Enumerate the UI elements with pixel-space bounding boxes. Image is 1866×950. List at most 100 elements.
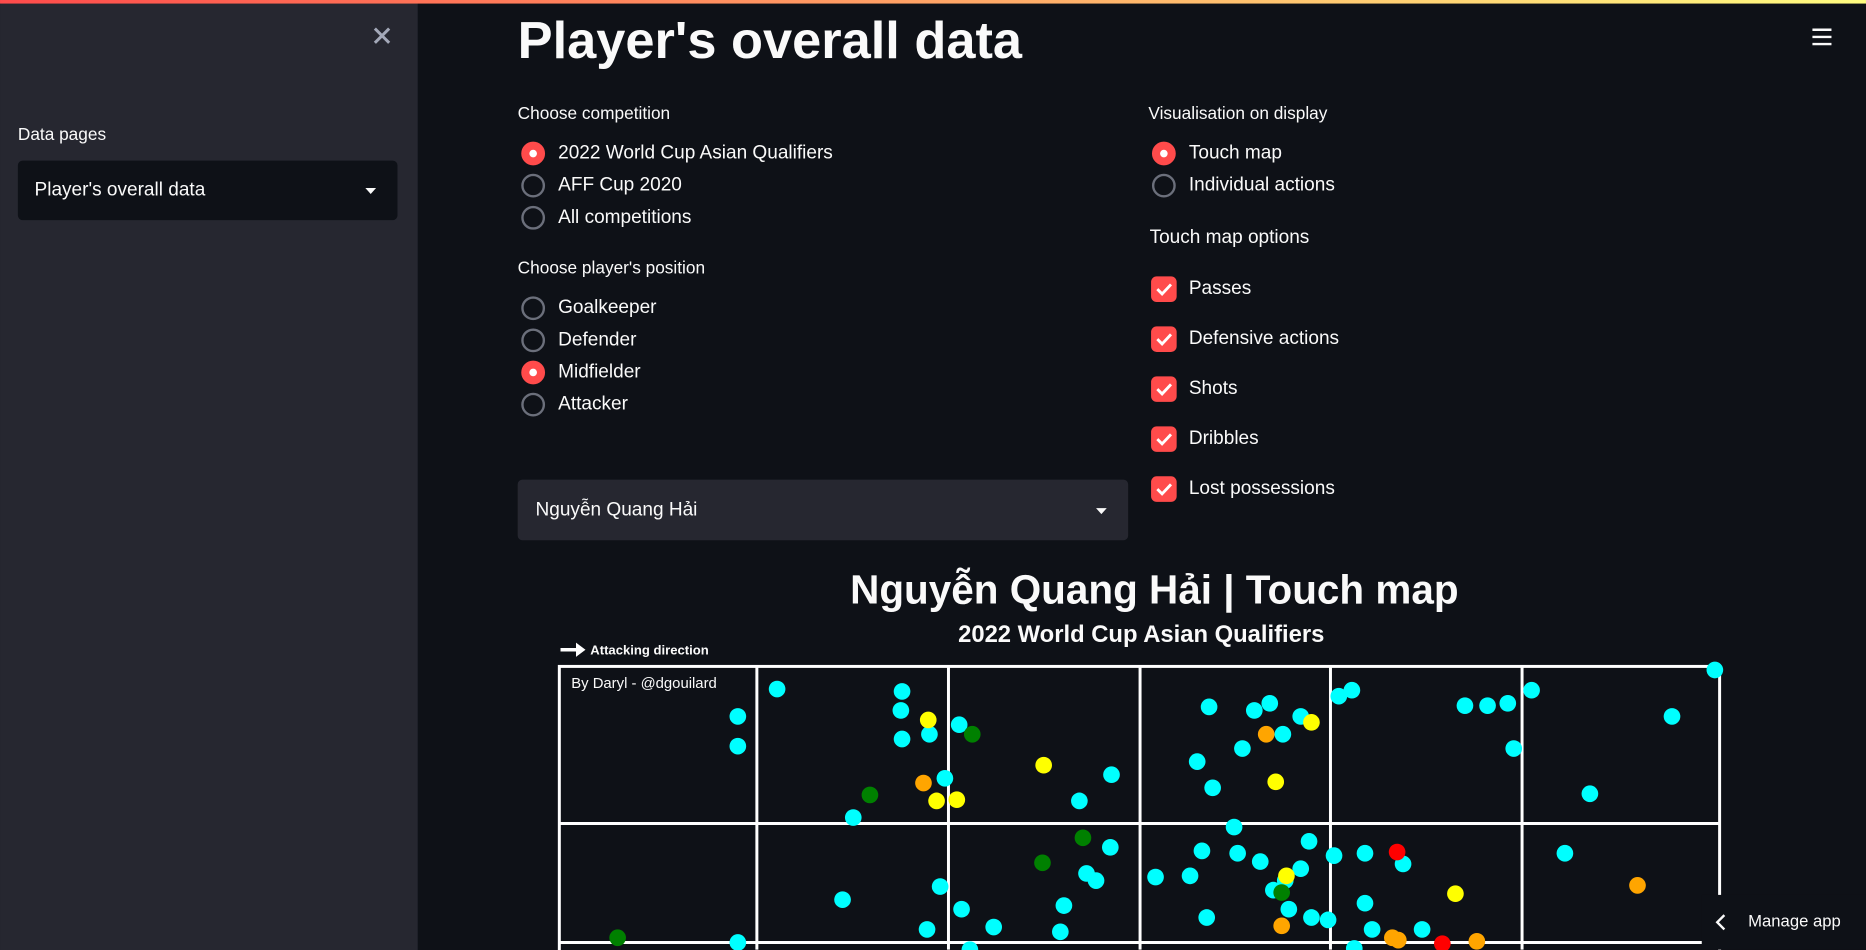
- touch-dot: [1343, 681, 1361, 699]
- radio-label: Midfielder: [558, 362, 641, 383]
- touch-dot: [921, 725, 938, 743]
- touch-dot: [1251, 853, 1269, 870]
- top-decoration: [0, 0, 1866, 4]
- radio-label: 2022 World Cup Asian Qualifiers: [558, 143, 833, 164]
- touch-dot: [1388, 843, 1406, 861]
- radio-dot: [529, 149, 537, 158]
- chart-credit: By Daryl - @dgouilard: [571, 676, 717, 692]
- touch-dot: [1325, 847, 1343, 864]
- radio[interactable]: [521, 173, 546, 198]
- checkbox-label: Defensive actions: [1189, 328, 1339, 349]
- checkbox[interactable]: [1151, 326, 1177, 352]
- radio-label: Attacker: [558, 394, 628, 415]
- touch-dot: [1261, 694, 1279, 712]
- close-sidebar[interactable]: [373, 27, 391, 44]
- touch-dot: [1479, 697, 1496, 715]
- touch-dot: [1101, 838, 1119, 856]
- chart-subtitle: 2022 World Cup Asian Qualifiers: [958, 621, 1324, 648]
- touch-dot: [609, 929, 626, 947]
- touch-dot: [1204, 779, 1221, 797]
- touch-dot: [893, 683, 911, 700]
- checkbox[interactable]: [1151, 476, 1177, 502]
- chart-title: Nguyễn Quang Hải | Touch map: [850, 566, 1458, 612]
- radio-label: Individual actions: [1189, 175, 1335, 196]
- checkbox[interactable]: [1151, 376, 1177, 402]
- radio-label: Touch map: [1189, 143, 1282, 164]
- radio-label: All competitions: [558, 207, 691, 228]
- sidebar-label: Data pages: [18, 124, 106, 144]
- touch-dot: [1188, 753, 1206, 770]
- touch-dot: [1035, 756, 1053, 774]
- touch-dot: [1303, 909, 1320, 926]
- touch-dot: [1055, 897, 1073, 914]
- checkbox[interactable]: [1151, 276, 1177, 302]
- touch-dot: [1300, 833, 1318, 850]
- touch-dot: [948, 791, 966, 809]
- touch-dot: [1303, 714, 1320, 731]
- touch-dot: [1706, 661, 1724, 679]
- touch-dot: [1278, 867, 1295, 885]
- direction-label: Attacking direction: [590, 642, 708, 657]
- controls: Choose competition 2022 World Cup Asian Q…: [518, 103, 1339, 502]
- touch-dot: [892, 702, 910, 719]
- touch-dot: [1319, 911, 1337, 929]
- touch-dot: [1052, 923, 1069, 941]
- radio[interactable]: [521, 296, 546, 321]
- touch-dot: [1267, 773, 1285, 791]
- checkbox[interactable]: [1151, 426, 1177, 452]
- radio-label: Goalkeeper: [558, 297, 657, 318]
- touch-dot: [1330, 687, 1348, 705]
- checkmark: [1156, 433, 1173, 446]
- checkbox-label: Shots: [1189, 378, 1238, 399]
- touch-dot: [1629, 877, 1646, 894]
- touch-dot: [1292, 860, 1310, 878]
- page-select-value: Player's overall data: [35, 179, 206, 200]
- touch-dot: [915, 774, 932, 792]
- touch-dot: [834, 891, 851, 908]
- touch-dot: [1034, 854, 1051, 872]
- radio[interactable]: [1151, 173, 1176, 198]
- menu-button[interactable]: [1812, 28, 1832, 46]
- touch-dot: [1245, 702, 1263, 719]
- checkmark: [1156, 483, 1173, 496]
- touch-dot: [1663, 708, 1681, 725]
- touch-dot: [1581, 785, 1599, 803]
- touch-dot: [861, 786, 879, 804]
- manage-app[interactable]: [1701, 894, 1866, 950]
- touch-dot: [1273, 884, 1291, 901]
- touch-dot: [931, 878, 949, 895]
- touch-dot: [936, 769, 954, 787]
- touch-map: Nguyễn Quang Hải | Touch map 2022 World …: [557, 566, 1724, 950]
- radio[interactable]: [521, 205, 546, 230]
- touch-dot: [1523, 681, 1540, 699]
- radio[interactable]: [521, 328, 546, 353]
- touch-dot: [1389, 931, 1407, 949]
- radio-label: AFF Cup 2020: [558, 175, 682, 196]
- checkmark: [1156, 333, 1173, 346]
- touch-dot: [1071, 792, 1088, 810]
- touch-dot: [1413, 921, 1431, 938]
- touch-dot: [985, 918, 1003, 936]
- radio-label: Defender: [558, 329, 637, 350]
- touch-dot: [1103, 766, 1120, 784]
- radio[interactable]: [521, 392, 546, 417]
- touch-dot: [1087, 872, 1105, 889]
- checkmark: [1156, 383, 1173, 396]
- page-select[interactable]: [17, 160, 398, 221]
- touch-dot: [844, 809, 862, 826]
- checkbox-label: Dribbles: [1189, 428, 1259, 449]
- players-select-value: Nguyễn Quang Hải: [536, 499, 698, 521]
- checkbox-label: Passes: [1189, 278, 1251, 299]
- group-label: Visualisation on display: [1148, 103, 1327, 123]
- touch-dot: [1345, 940, 1363, 950]
- touch-dot: [1147, 868, 1164, 886]
- touch-dot: [1274, 725, 1292, 743]
- checkmark: [1156, 283, 1173, 296]
- pitch: [557, 664, 1722, 950]
- radio-dot: [1160, 149, 1168, 158]
- touch-dot: [1356, 844, 1374, 862]
- players-select[interactable]: [517, 479, 1129, 541]
- touch-dot: [729, 737, 747, 755]
- chevron: [1715, 914, 1726, 931]
- touch-dot: [1200, 698, 1218, 716]
